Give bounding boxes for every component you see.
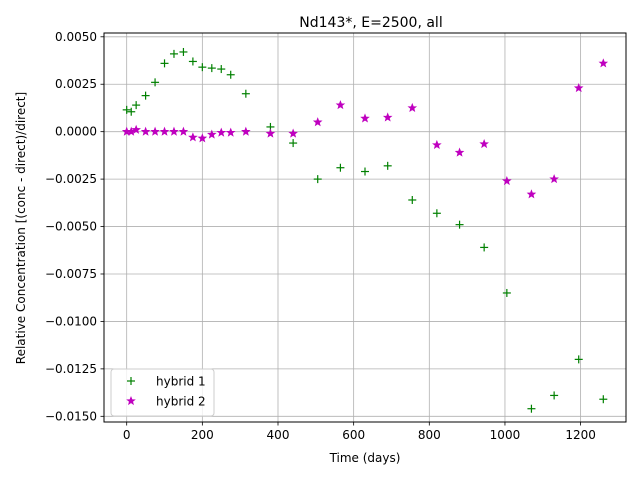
data-point	[207, 129, 217, 139]
plot-frame	[103, 32, 627, 423]
data-point	[432, 209, 441, 218]
y-tick-label: 0.0050	[55, 30, 97, 44]
data-point	[197, 133, 208, 143]
y-tick-label: −0.0075	[45, 267, 97, 281]
x-tick-label: 400	[267, 428, 290, 442]
data-point	[335, 100, 346, 110]
y-tick-label: −0.0150	[45, 409, 97, 423]
data-point	[407, 102, 418, 113]
x-tick-label: 1200	[565, 428, 596, 442]
data-point	[502, 288, 511, 297]
data-point	[480, 243, 489, 252]
data-point	[132, 101, 141, 110]
chart-title: Nd143*, E=2500, all	[299, 15, 442, 31]
data-point	[408, 195, 417, 204]
data-point	[160, 59, 169, 68]
data-point	[360, 113, 370, 123]
data-point	[479, 138, 489, 149]
data-point	[454, 147, 465, 157]
grid	[104, 33, 626, 422]
data-point	[141, 91, 150, 100]
x-tick-label: 1000	[490, 428, 521, 442]
data-point	[574, 355, 583, 364]
data-point	[313, 175, 322, 184]
data-point	[198, 63, 207, 72]
data-point	[502, 175, 512, 186]
data-point	[598, 58, 609, 68]
y-tick-label: −0.0125	[45, 362, 97, 376]
data-point	[288, 128, 298, 138]
data-point	[241, 126, 251, 136]
legend-label-2: hybrid 2	[156, 395, 206, 409]
data-point	[265, 128, 276, 138]
data-point	[226, 70, 235, 79]
data-point	[383, 161, 392, 170]
x-tick-label: 0	[123, 428, 131, 442]
x-axis-label: Time (days)	[329, 451, 401, 465]
data-point	[169, 49, 178, 58]
data-point	[549, 174, 559, 184]
data-point	[432, 139, 442, 150]
data-point	[188, 132, 198, 142]
y-axis-ticks: 0.0050 0.0025 0.0000 −0.0025 −0.0050 −0.0075 −…	[45, 30, 104, 423]
data-point	[207, 64, 216, 73]
data-point	[289, 139, 298, 148]
x-tick-label: 800	[418, 428, 441, 442]
data-point	[122, 105, 131, 114]
x-tick-label: 600	[342, 428, 365, 442]
data-point	[188, 57, 197, 66]
data-point	[169, 126, 179, 136]
series-2	[121, 58, 609, 199]
data-point	[178, 126, 189, 136]
data-point	[526, 189, 537, 199]
legend-box	[110, 368, 215, 417]
data-point	[159, 126, 170, 136]
x-axis-ticks: 0 200 400 600 800 1000 1200	[123, 422, 596, 442]
data-point	[455, 220, 464, 229]
x-tick-label: 200	[191, 428, 214, 442]
data-point	[599, 395, 608, 404]
data-point	[336, 163, 345, 172]
legend-marker-2	[126, 395, 136, 406]
y-tick-label: −0.0025	[45, 172, 97, 186]
y-tick-label: −0.0050	[45, 220, 97, 234]
y-tick-label: −0.0100	[45, 314, 97, 328]
data-point	[131, 124, 141, 134]
data-point	[151, 78, 160, 87]
y-tick-label: 0.0000	[55, 125, 97, 139]
data-point	[241, 89, 250, 98]
data-point	[550, 391, 559, 400]
series-1	[122, 47, 608, 413]
data-point	[127, 107, 136, 116]
legend-label-1: hybrid 1	[156, 375, 206, 389]
y-tick-label: 0.0025	[55, 77, 97, 91]
data-point	[361, 167, 369, 176]
data-point	[573, 82, 584, 93]
data-point	[216, 127, 227, 137]
data-point	[217, 65, 226, 74]
data-point	[225, 127, 236, 137]
legend: hybrid 1 hybrid 2	[110, 368, 215, 417]
data-point	[150, 126, 160, 136]
data-points	[121, 47, 609, 413]
data-point	[140, 126, 151, 136]
data-point	[312, 117, 323, 127]
data-point	[179, 47, 188, 56]
legend-marker-1	[127, 377, 135, 385]
data-point	[527, 404, 536, 413]
y-axis-label: Relative Concentration [(conc - direct)/…	[14, 92, 28, 364]
data-point	[382, 112, 393, 122]
